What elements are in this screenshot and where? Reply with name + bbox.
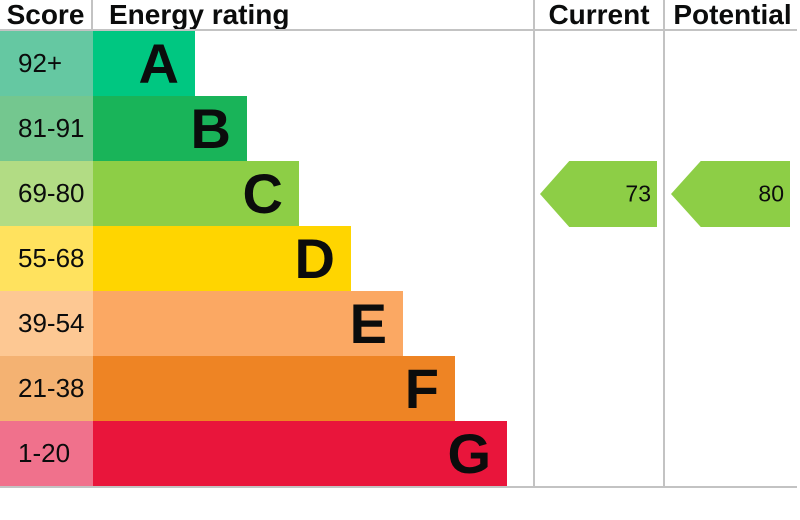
rating-bar: C	[93, 161, 299, 226]
rating-row: 21-38 F	[0, 356, 533, 421]
header-current: Current	[548, 0, 650, 30]
chart-bottom-border	[0, 486, 797, 488]
rating-row: 1-20 G	[0, 421, 533, 486]
score-range-label: 81-91	[18, 113, 85, 143]
rating-bar: D	[93, 226, 351, 291]
rating-row: 39-54 E	[0, 291, 533, 356]
current-rating-value: 73	[625, 180, 651, 207]
score-cell: 1-20	[0, 421, 93, 486]
current-rating-arrow: 73	[540, 161, 657, 227]
current-column-divider	[533, 0, 535, 488]
rating-bar: G	[93, 421, 507, 486]
score-range-label: 92+	[18, 48, 63, 78]
rating-bar: E	[93, 291, 403, 356]
rating-bar: F	[93, 356, 455, 421]
rating-row: 55-68 D	[0, 226, 533, 291]
score-cell: 69-80	[0, 161, 93, 226]
rating-letter: B	[190, 96, 231, 160]
score-range-label: 69-80	[18, 178, 85, 208]
score-cell: 92+	[0, 31, 93, 96]
rating-letter: G	[447, 421, 491, 485]
rating-letter: F	[404, 356, 439, 420]
score-range-label: 21-38	[18, 373, 85, 403]
potential-column-divider	[663, 0, 665, 488]
score-cell: 21-38	[0, 356, 93, 421]
score-range-label: 55-68	[18, 243, 85, 273]
rating-letter: E	[349, 291, 387, 355]
rating-letter: A	[138, 31, 179, 95]
score-range-label: 1-20	[18, 438, 71, 468]
header-potential: Potential	[673, 0, 792, 30]
score-cell: 55-68	[0, 226, 93, 291]
rating-rows: 92+ A 81-91 B 69-80 C 55-68	[0, 31, 533, 486]
rating-bar: B	[93, 96, 247, 161]
rating-row: 81-91 B	[0, 96, 533, 161]
header-score: Score	[0, 0, 93, 30]
potential-rating-value: 80	[758, 180, 784, 207]
score-cell: 81-91	[0, 96, 93, 161]
header-energy-rating: Energy rating	[109, 0, 290, 30]
rating-letter: C	[242, 161, 283, 225]
header-underline	[0, 29, 797, 31]
rating-row: 69-80 C	[0, 161, 533, 226]
score-range-label: 39-54	[18, 308, 85, 338]
rating-letter: D	[294, 226, 335, 290]
potential-rating-arrow: 80	[671, 161, 790, 227]
rating-bar: A	[93, 31, 195, 96]
score-cell: 39-54	[0, 291, 93, 356]
rating-row: 92+ A	[0, 31, 533, 96]
